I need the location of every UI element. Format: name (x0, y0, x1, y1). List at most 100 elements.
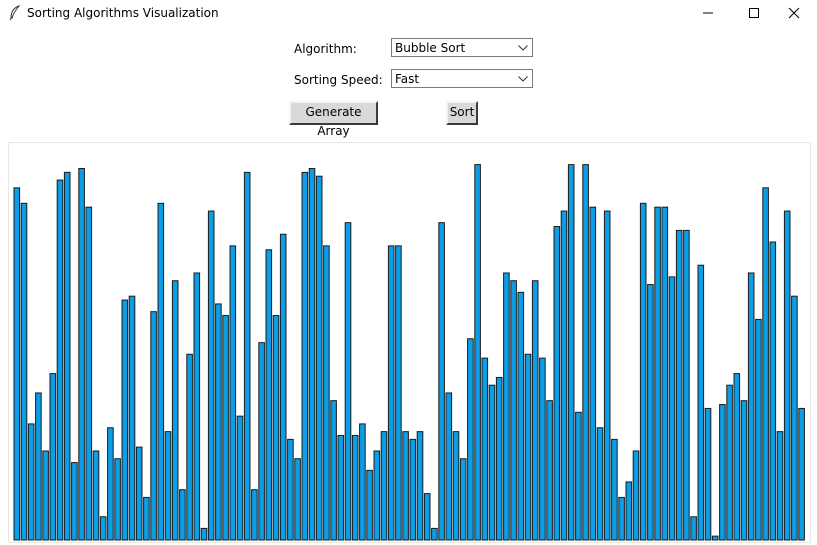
array-bar (222, 315, 229, 541)
array-bar (114, 458, 121, 541)
array-bar (704, 407, 712, 541)
array-bar (438, 222, 445, 541)
array-bar (301, 171, 309, 541)
array-bar (488, 384, 496, 541)
array-bar (337, 435, 345, 541)
sort-button[interactable]: Sort (446, 101, 478, 125)
array-bar (279, 233, 287, 541)
chevron-down-icon (518, 76, 528, 82)
algorithm-label: Algorithm: (294, 42, 357, 56)
array-bar (121, 299, 129, 541)
array-bar (71, 462, 78, 541)
sorting-speed-select[interactable]: Fast (391, 69, 533, 88)
array-bar (200, 527, 208, 541)
array-bar (193, 272, 201, 541)
array-bar (546, 400, 553, 541)
array-bar (135, 446, 143, 541)
array-bar (625, 481, 633, 541)
maximize-icon (749, 8, 759, 18)
array-bar (49, 373, 57, 541)
array-bar (719, 404, 726, 541)
array-bar (755, 318, 762, 541)
array-bar (560, 210, 568, 541)
array-bar (618, 496, 625, 541)
array-bar (647, 284, 654, 541)
array-bar (150, 311, 157, 541)
window-title: Sorting Algorithms Visualization (27, 6, 219, 20)
array-bar (402, 431, 409, 541)
array-bar (35, 392, 42, 541)
array-bar (783, 210, 791, 541)
array-bar (395, 245, 402, 541)
array-bar (416, 431, 424, 541)
array-bar (13, 187, 21, 541)
array-bar (582, 164, 589, 541)
array-bar (373, 450, 381, 541)
array-bar (409, 438, 417, 541)
array-bar (575, 411, 582, 541)
array-bar (78, 167, 85, 541)
array-bar (524, 353, 532, 541)
array-bar (186, 353, 193, 541)
array-bar (215, 303, 222, 541)
array-bar (323, 245, 330, 541)
array-bar (164, 431, 172, 541)
generate-array-button[interactable]: Generate Array (289, 101, 378, 138)
array-bar (467, 338, 474, 541)
array-bar (769, 241, 777, 541)
array-bar (589, 206, 597, 541)
array-bar (762, 187, 769, 541)
array-bar (294, 458, 301, 541)
array-bar (179, 489, 186, 541)
array-bar (229, 245, 237, 541)
array-bar (236, 415, 244, 541)
array-bar (423, 493, 431, 541)
array-bar (474, 164, 481, 541)
algorithm-select-value: Bubble Sort (395, 41, 466, 55)
array-bar (776, 431, 784, 541)
array-bar (697, 264, 705, 541)
array-bar (690, 516, 697, 541)
array-bar (128, 295, 136, 541)
maximize-button[interactable] (731, 0, 777, 26)
sorting-speed-select-value: Fast (395, 72, 420, 86)
array-bar (654, 206, 661, 541)
array-bar (265, 249, 273, 541)
array-bar (740, 400, 748, 541)
array-bar (452, 431, 460, 541)
array-bar (287, 438, 294, 541)
array-bar (733, 373, 741, 541)
array-bar (668, 276, 676, 541)
array-bar (351, 435, 359, 541)
array-bar (359, 423, 366, 541)
array-bar (107, 427, 114, 541)
array-bar (791, 295, 798, 541)
array-bar (459, 458, 467, 541)
array-bar (243, 171, 251, 541)
array-bar (366, 469, 373, 541)
feather-icon (8, 4, 22, 21)
array-bar (661, 206, 669, 541)
array-bar (711, 535, 719, 541)
array-bar (380, 431, 388, 541)
algorithm-select[interactable]: Bubble Sort (391, 38, 533, 57)
array-bar (63, 171, 71, 541)
array-bar (308, 167, 316, 541)
bar-canvas (8, 142, 811, 543)
array-bar (258, 342, 265, 541)
array-bar (251, 489, 258, 541)
array-bar (445, 392, 453, 541)
minimize-button[interactable] (685, 0, 731, 26)
array-bar (85, 206, 93, 541)
title-bar: Sorting Algorithms Visualization (0, 0, 817, 26)
array-bar (683, 229, 690, 541)
array-bar (639, 202, 647, 541)
array-bar (495, 376, 503, 541)
array-bar (99, 516, 107, 541)
array-bar (611, 438, 618, 541)
array-bar (798, 407, 805, 541)
array-bar (431, 527, 438, 541)
array-bar (747, 272, 755, 541)
array-bar (726, 384, 733, 541)
close-button[interactable] (771, 0, 817, 26)
